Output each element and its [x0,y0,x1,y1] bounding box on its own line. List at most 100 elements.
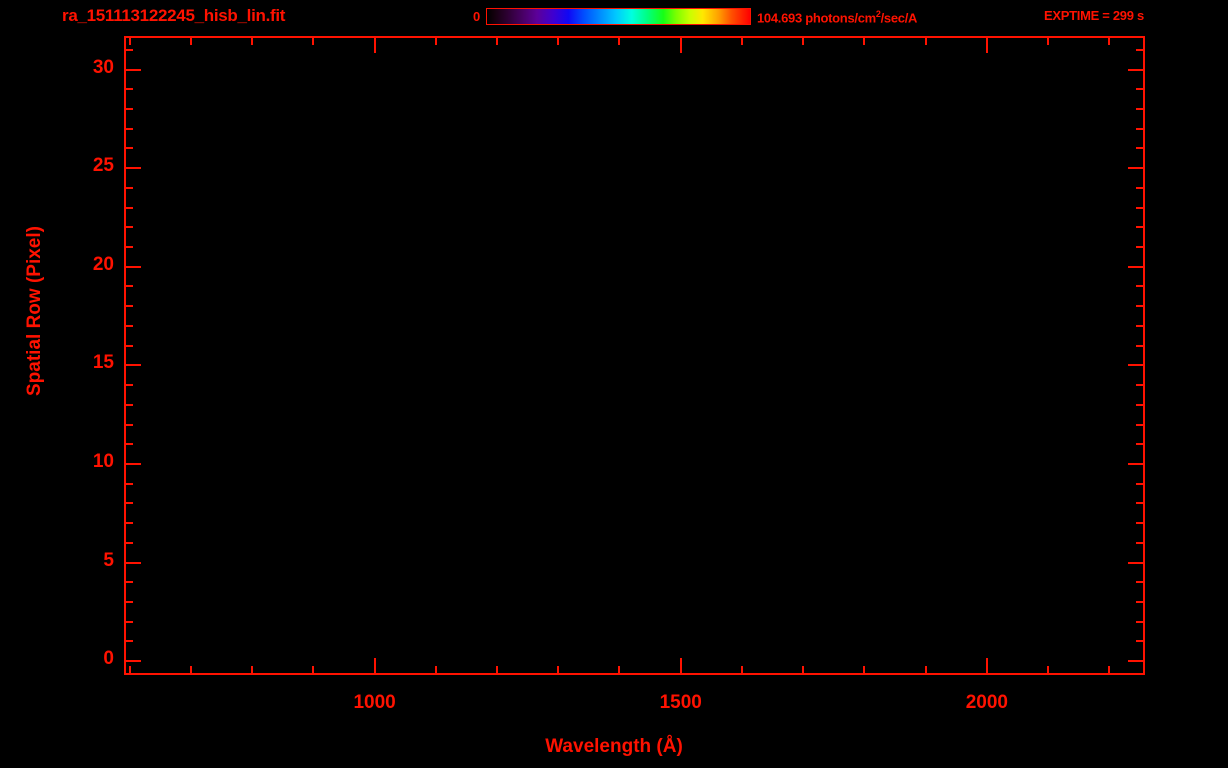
y-minor-tick [124,285,133,287]
y-minor-tick-right [1136,128,1145,130]
y-minor-tick-right [1136,601,1145,603]
y-major-tick [124,266,141,268]
y-minor-tick-right [1136,640,1145,642]
x-major-tick-top [986,36,988,53]
x-minor-tick [251,666,253,675]
y-minor-tick-right [1136,108,1145,110]
y-major-tick-right [1128,167,1145,169]
y-major-tick-right [1128,660,1145,662]
x-minor-tick-top [802,36,804,45]
y-minor-tick-right [1136,542,1145,544]
y-tick-label: 15 [92,352,114,374]
y-minor-tick-right [1136,246,1145,248]
x-minor-tick-top [312,36,314,45]
colorbar-max-label: 104.693 photons/cm2/sec/A [757,9,917,25]
x-major-tick-top [680,36,682,53]
y-minor-tick [124,384,133,386]
x-tick-label: 1000 [353,692,396,713]
y-minor-tick-right [1136,581,1145,583]
x-minor-tick [802,666,804,675]
y-major-tick [124,69,141,71]
x-major-tick-top [374,36,376,53]
plot-frame [124,36,1145,675]
x-minor-tick [312,666,314,675]
x-minor-tick-top [129,36,131,45]
y-minor-tick [124,187,133,189]
y-tick-label: 10 [92,450,114,472]
y-minor-tick-right [1136,207,1145,209]
x-major-tick [374,658,376,675]
y-major-tick [124,364,141,366]
y-minor-tick [124,522,133,524]
x-minor-tick [1047,666,1049,675]
y-minor-tick [124,147,133,149]
y-minor-tick [124,88,133,90]
y-minor-tick-right [1136,325,1145,327]
y-tick-label: 25 [92,155,114,177]
colorbar-max-value: 104.693 [757,10,802,26]
x-minor-tick-top [618,36,620,45]
x-minor-tick [741,666,743,675]
y-major-tick-right [1128,364,1145,366]
x-minor-tick-top [251,36,253,45]
x-minor-tick-top [435,36,437,45]
y-minor-tick [124,325,133,327]
y-minor-tick-right [1136,483,1145,485]
x-minor-tick [190,666,192,675]
x-tick-label: 1500 [659,692,702,713]
y-major-tick [124,660,141,662]
y-minor-tick [124,128,133,130]
x-minor-tick-top [496,36,498,45]
x-minor-tick [129,666,131,675]
x-minor-tick [863,666,865,675]
y-minor-tick-right [1136,404,1145,406]
y-minor-tick [124,207,133,209]
y-minor-tick-right [1136,345,1145,347]
y-minor-tick [124,305,133,307]
y-minor-tick-right [1136,147,1145,149]
y-minor-tick-right [1136,502,1145,504]
y-tick-label: 5 [103,549,114,571]
y-minor-tick-right [1136,88,1145,90]
x-minor-tick-top [190,36,192,45]
x-axis-title: Wavelength (Å) [545,736,683,757]
page-title: ra_151113122245_hisb_lin.fit [62,6,286,25]
y-minor-tick [124,621,133,623]
y-minor-tick [124,226,133,228]
y-major-tick-right [1128,69,1145,71]
y-minor-tick-right [1136,187,1145,189]
x-minor-tick-top [925,36,927,45]
x-minor-tick-top [863,36,865,45]
y-major-tick-right [1128,463,1145,465]
y-minor-tick [124,345,133,347]
y-minor-tick [124,502,133,504]
y-minor-tick [124,443,133,445]
y-minor-tick [124,108,133,110]
x-minor-tick-top [1047,36,1049,45]
y-major-tick-right [1128,266,1145,268]
y-minor-tick [124,246,133,248]
y-minor-tick [124,542,133,544]
x-minor-tick [496,666,498,675]
y-major-tick [124,463,141,465]
x-minor-tick [925,666,927,675]
y-minor-tick [124,601,133,603]
y-minor-tick [124,404,133,406]
y-minor-tick-right [1136,443,1145,445]
y-tick-label: 20 [92,253,114,275]
y-minor-tick-right [1136,226,1145,228]
x-minor-tick [1108,666,1110,675]
y-minor-tick-right [1136,522,1145,524]
x-minor-tick-top [741,36,743,45]
y-major-tick [124,167,141,169]
colorbar-units-post: /sec/A [880,10,918,26]
colorbar [486,8,751,25]
x-minor-tick-top [557,36,559,45]
x-major-tick [680,658,682,675]
y-minor-tick [124,424,133,426]
exptime-label: EXPTIME = 299 s [1044,8,1144,23]
colorbar-units-pre: photons/cm [805,10,876,26]
y-minor-tick [124,640,133,642]
colorbar-min-label: 0 [473,9,480,24]
